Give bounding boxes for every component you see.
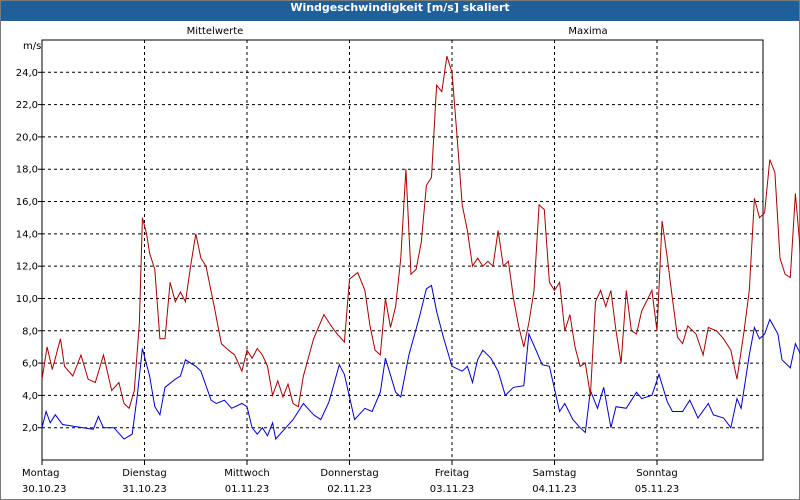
y-tick-label: 22,0 <box>16 100 38 111</box>
y-tick-label: 2,0 <box>22 423 38 434</box>
day-name-label: Mittwoch <box>224 468 269 479</box>
day-name-label: Samstag <box>533 468 577 479</box>
day-date-label: 05.11.23 <box>635 484 680 495</box>
plot-area <box>41 39 764 461</box>
y-tick-label: 4,0 <box>22 391 38 402</box>
day-name-label: Donnerstag <box>320 468 378 479</box>
series-lines <box>41 56 800 441</box>
y-tick-label: 10,0 <box>16 294 38 305</box>
legend-mittelwerte: Mittelwerte <box>187 26 244 37</box>
legend-maxima: Maxima <box>568 26 607 37</box>
series-line-maxima <box>41 56 800 410</box>
day-name-label: Sonntag <box>636 468 678 479</box>
y-tick-label: 20,0 <box>16 132 38 143</box>
title-bar: Windgeschwindigkeit [m/s] skaliert <box>1 1 799 21</box>
day-date-label: 02.11.23 <box>327 484 372 495</box>
y-tick-label: 8,0 <box>22 326 38 337</box>
series-line-mittelwerte <box>41 284 800 441</box>
x-axis: Montag 30.10.23 Dienstag 31.10.23 Mittwoch 01… <box>22 460 679 495</box>
y-tick-label: 6,0 <box>22 359 38 370</box>
day-date-label: 04.11.23 <box>532 484 577 495</box>
day-date-label: 03.11.23 <box>430 484 475 495</box>
y-tick-label: 24,0 <box>16 68 38 79</box>
y-tick-label: 14,0 <box>16 229 38 240</box>
y-tick-label: 18,0 <box>16 165 38 176</box>
day-date-label: 01.11.23 <box>225 484 270 495</box>
day-name-label: Montag <box>22 468 59 479</box>
day-name-label: Dienstag <box>122 468 167 479</box>
chart-title: Windgeschwindigkeit [m/s] skaliert <box>290 1 510 14</box>
day-date-label: 30.10.23 <box>22 484 67 495</box>
y-tick-label: 12,0 <box>16 262 38 273</box>
day-name-label: Freitag <box>435 468 469 479</box>
y-tick-label: 16,0 <box>16 197 38 208</box>
day-date-label: 31.10.23 <box>122 484 167 495</box>
y-axis-label: m/s <box>23 41 41 52</box>
y-axis: 2,0 4,0 6,0 8,0 10,0 12,0 14,0 16,0 18,0 20,0 22,0… <box>16 68 42 434</box>
